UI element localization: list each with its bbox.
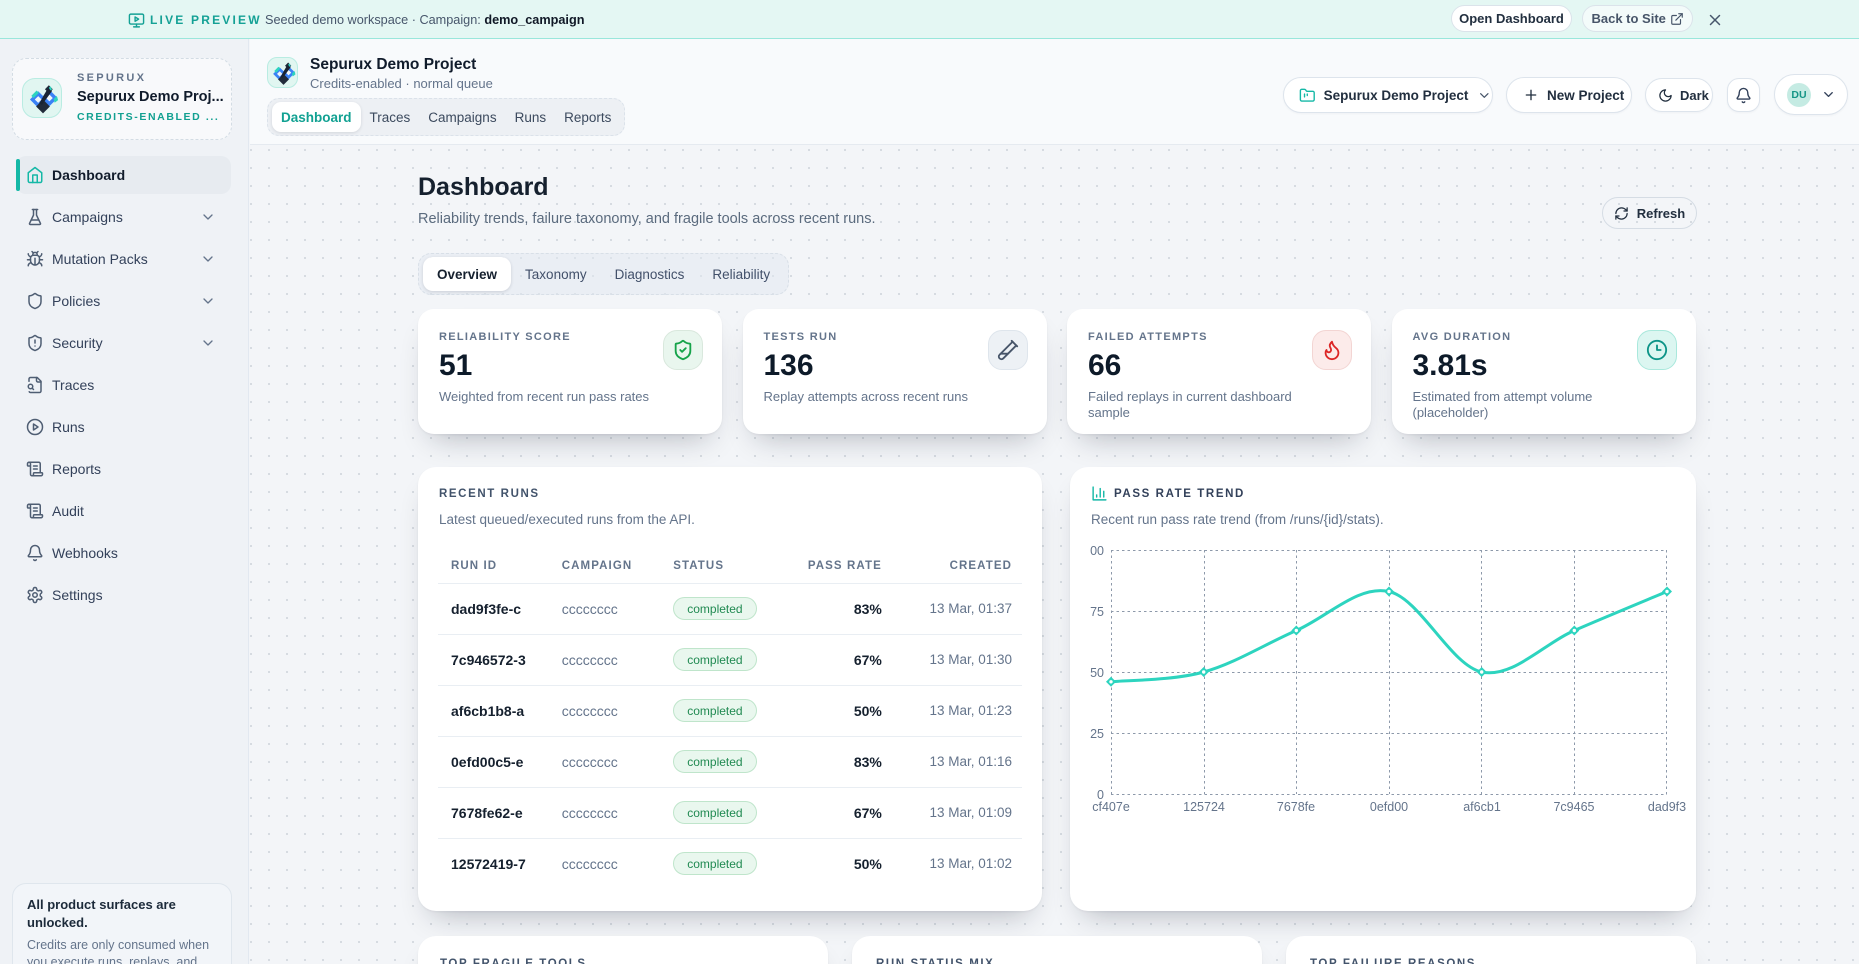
svg-text:7678fe: 7678fe [1277,800,1315,814]
svg-text:0efd00: 0efd00 [1370,800,1408,814]
svg-text:0: 0 [1097,788,1104,802]
svg-text:50: 50 [1090,666,1104,680]
svg-text:25: 25 [1090,727,1104,741]
svg-text:75: 75 [1090,605,1104,619]
svg-text:af6cb1: af6cb1 [1463,800,1501,814]
svg-text:7c9465: 7c9465 [1553,800,1594,814]
svg-text:00: 00 [1090,544,1104,558]
svg-text:cf407e: cf407e [1092,800,1130,814]
svg-text:125724: 125724 [1183,800,1225,814]
svg-text:dad9f3: dad9f3 [1648,800,1686,814]
